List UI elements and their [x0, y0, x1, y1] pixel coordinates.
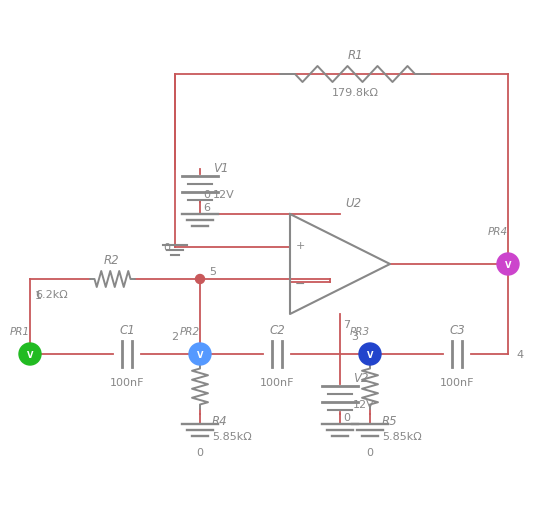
Text: 6.2kΩ: 6.2kΩ	[35, 290, 68, 299]
Text: 5.85kΩ: 5.85kΩ	[212, 431, 252, 441]
Text: R4: R4	[212, 414, 228, 427]
Text: R1: R1	[347, 49, 363, 62]
Text: U2: U2	[345, 196, 361, 210]
Circle shape	[366, 350, 374, 359]
Text: 1: 1	[35, 291, 42, 300]
Text: PR3: PR3	[350, 326, 370, 336]
Circle shape	[195, 275, 204, 284]
Text: −: −	[295, 277, 305, 290]
Text: 2: 2	[171, 331, 179, 342]
Text: 4: 4	[516, 349, 523, 359]
Text: 0: 0	[163, 242, 170, 252]
Text: V: V	[367, 350, 373, 359]
Text: V2: V2	[353, 371, 368, 384]
Text: R5: R5	[382, 414, 398, 427]
Circle shape	[504, 260, 512, 269]
Circle shape	[19, 344, 41, 365]
Text: 0: 0	[203, 190, 210, 200]
Text: C3: C3	[449, 323, 465, 336]
Text: 100nF: 100nF	[260, 377, 294, 387]
Text: 100nF: 100nF	[440, 377, 474, 387]
Text: 179.8kΩ: 179.8kΩ	[332, 88, 379, 98]
Text: 12V: 12V	[213, 190, 235, 200]
Text: PR2: PR2	[180, 326, 200, 336]
Text: 12V: 12V	[353, 399, 375, 409]
Circle shape	[195, 350, 204, 359]
Text: 3: 3	[352, 331, 359, 342]
Circle shape	[359, 344, 381, 365]
Text: 0: 0	[196, 447, 203, 457]
Text: V: V	[27, 350, 33, 359]
Text: 100nF: 100nF	[110, 377, 144, 387]
Text: 0: 0	[343, 412, 350, 422]
Text: 0: 0	[366, 447, 373, 457]
Text: R2: R2	[104, 253, 120, 267]
Text: 7: 7	[343, 319, 350, 329]
Text: 5.85kΩ: 5.85kΩ	[382, 431, 422, 441]
Text: 5: 5	[209, 267, 216, 276]
Circle shape	[497, 253, 519, 275]
Circle shape	[189, 344, 211, 365]
Text: C2: C2	[269, 323, 285, 336]
Text: V: V	[505, 260, 511, 269]
Text: 6: 6	[203, 203, 210, 213]
Text: V1: V1	[213, 162, 228, 175]
Text: PR1: PR1	[10, 326, 30, 336]
Text: C1: C1	[119, 323, 135, 336]
Text: +: +	[295, 241, 305, 250]
Text: V: V	[197, 350, 203, 359]
Text: PR4: PR4	[488, 227, 508, 237]
